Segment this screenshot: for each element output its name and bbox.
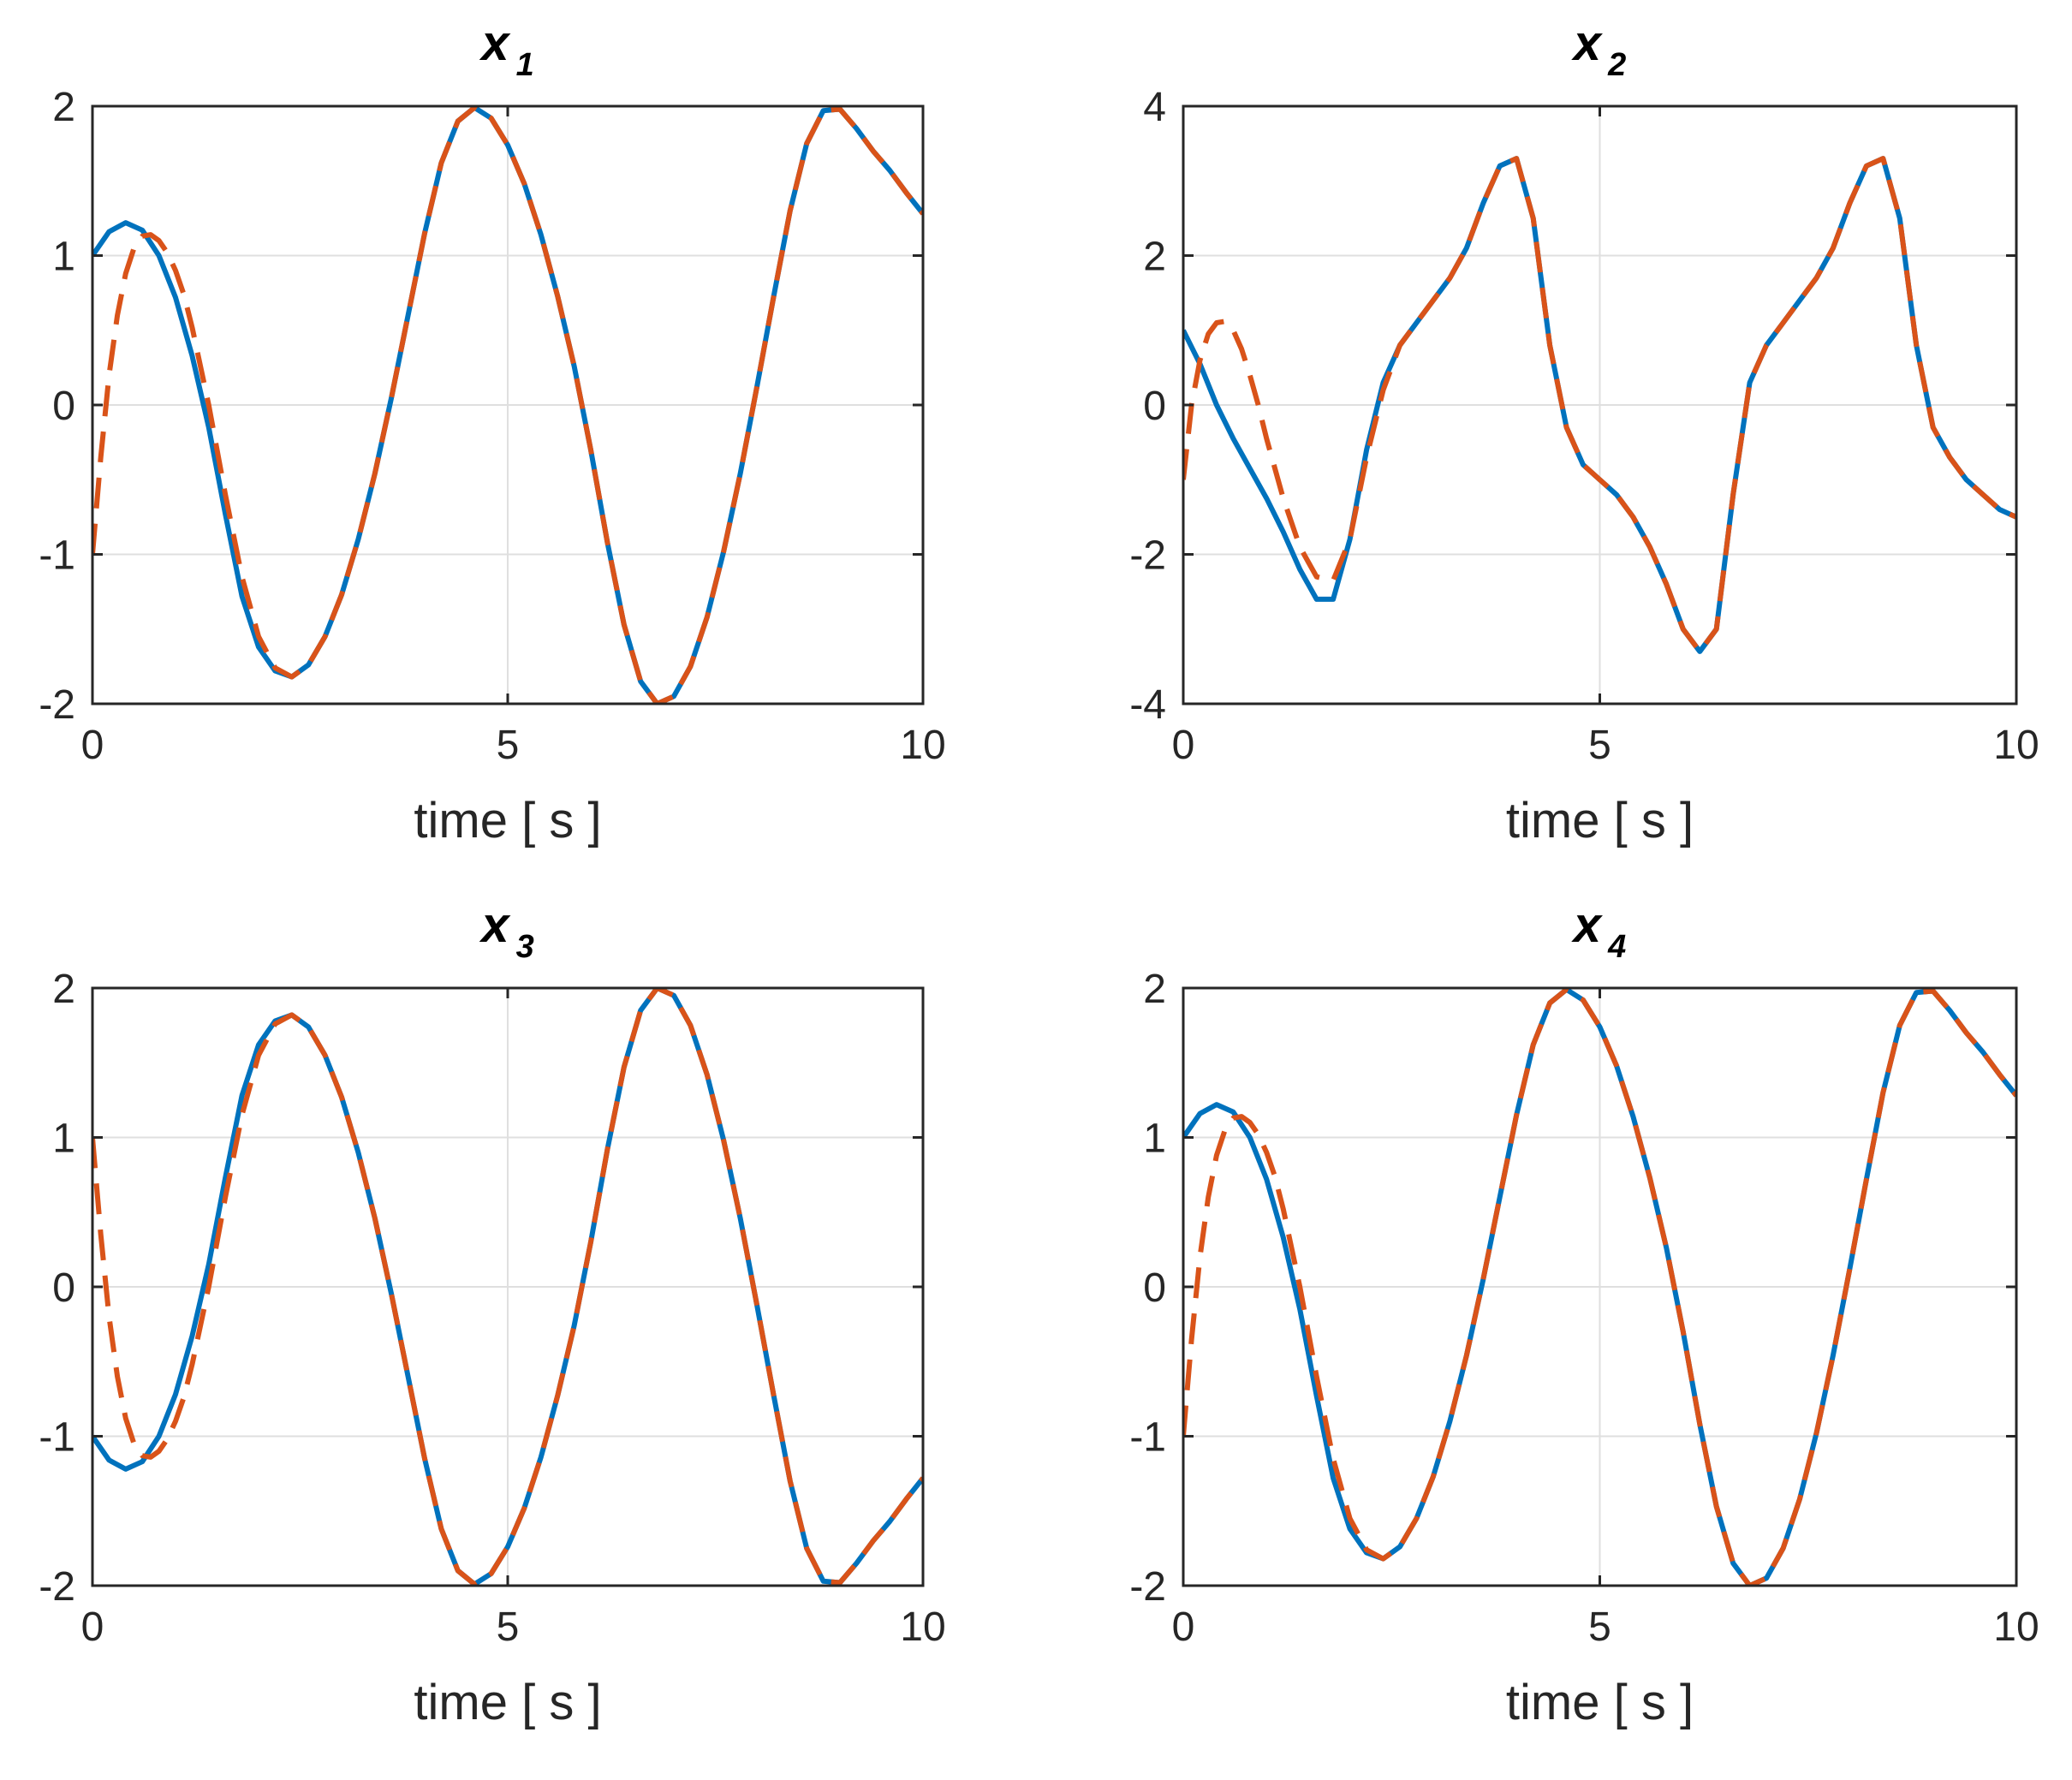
- x-tick-label: 5: [1588, 1604, 1611, 1650]
- dashed-series-line: [1183, 156, 2016, 654]
- x-tick-label: 10: [1993, 723, 2039, 768]
- x-tick-label: 5: [1588, 723, 1611, 768]
- y-tick-label: 2: [52, 85, 75, 130]
- y-tick-label: -4: [1129, 682, 1166, 728]
- x-axis-label: time [ s ]: [1506, 793, 1694, 848]
- y-tick-label: 0: [52, 1265, 75, 1311]
- y-tick-label: 4: [1143, 85, 1166, 130]
- solid-series-line: [1183, 988, 2016, 1586]
- y-tick-label: 1: [1143, 1116, 1166, 1162]
- x-tick-label: 0: [81, 723, 104, 768]
- x-tick-label: 10: [1993, 1604, 2039, 1650]
- title-subscript: 4: [1607, 929, 1626, 965]
- title-variable: x: [1571, 897, 1604, 953]
- series-group: [92, 106, 923, 704]
- x-tick-label: 0: [81, 1604, 104, 1650]
- subplot-3: 0 5 10 -2 -1 0 1 2 time [ s ] x 3: [39, 897, 945, 1730]
- y-tick-label: 2: [52, 967, 75, 1012]
- y-tick-label: 2: [1143, 967, 1166, 1012]
- y-tick-label: -2: [39, 1564, 75, 1610]
- x-tick-label: 0: [1172, 723, 1195, 768]
- title-subscript: 2: [1607, 47, 1626, 83]
- y-tick-label: 0: [1143, 384, 1166, 429]
- title-subscript: 3: [516, 929, 534, 965]
- solid-series-line: [92, 988, 923, 1586]
- y-tick-label: 1: [52, 1116, 75, 1162]
- y-tick-label: 1: [52, 235, 75, 280]
- title-variable: x: [479, 897, 511, 953]
- x-tick-label: 5: [497, 723, 520, 768]
- dashed-series-line: [92, 988, 923, 1586]
- x-tick-label: 10: [900, 1604, 945, 1650]
- y-tick-label: 0: [1143, 1265, 1166, 1311]
- y-tick-label: -1: [39, 1415, 75, 1461]
- y-tick-label: -1: [39, 533, 75, 579]
- x-tick-label: 0: [1172, 1604, 1195, 1650]
- x-axis-label: time [ s ]: [414, 793, 601, 848]
- x-axis-label: time [ s ]: [1506, 1675, 1694, 1730]
- series-group: [1183, 156, 2016, 654]
- y-tick-label: 0: [52, 384, 75, 429]
- title-variable: x: [1571, 15, 1604, 71]
- title-subscript: 1: [516, 47, 534, 83]
- x-tick-label: 10: [900, 723, 945, 768]
- series-group: [1183, 988, 2016, 1586]
- series-group: [92, 988, 923, 1586]
- y-tick-label: -2: [1129, 1564, 1166, 1610]
- dashed-series-line: [1183, 988, 2016, 1586]
- subplot-4: 0 5 10 -2 -1 0 1 2 time [ s ] x 4: [1129, 897, 2039, 1730]
- dashed-series-line: [92, 106, 923, 704]
- y-tick-label: -2: [1129, 533, 1166, 579]
- title-variable: x: [479, 15, 511, 71]
- y-tick-label: 2: [1143, 235, 1166, 280]
- x-axis-label: time [ s ]: [414, 1675, 601, 1730]
- solid-series-line: [92, 106, 923, 704]
- y-tick-label: -2: [39, 682, 75, 728]
- y-tick-label: -1: [1129, 1415, 1166, 1461]
- x-tick-label: 5: [497, 1604, 520, 1650]
